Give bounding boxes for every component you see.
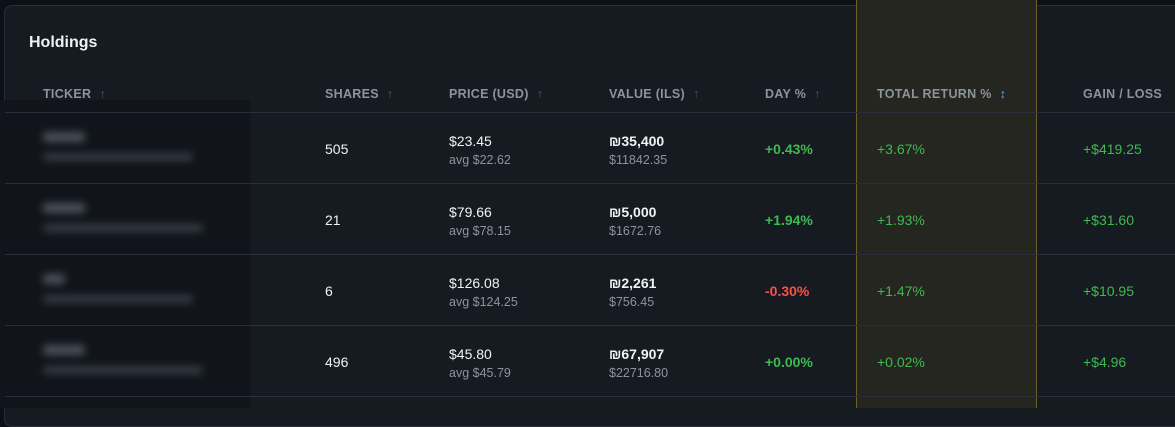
name-redacted: [43, 295, 193, 303]
value-ils: ₪35,400: [609, 133, 665, 149]
avg-price: avg $78.15: [449, 224, 511, 238]
total-return: +0.02%: [877, 354, 925, 370]
avg-price: avg $45.79: [449, 366, 511, 380]
gain-loss: +$10.95: [1083, 283, 1134, 299]
column-header[interactable]: PRICE (USD) ↑: [449, 87, 544, 101]
divider: [5, 254, 1175, 255]
ticker-redacted: [43, 274, 65, 284]
total-return: +1.47%: [877, 283, 925, 299]
name-redacted: [43, 224, 203, 232]
ticker-redacted: [43, 345, 85, 355]
avg-price: avg $22.62: [449, 153, 511, 167]
divider: [5, 183, 1175, 184]
value-ils: ₪2,261: [609, 275, 657, 291]
column-header[interactable]: TICKER ↑: [43, 87, 106, 101]
value-ils: ₪67,907: [609, 346, 665, 362]
sort-icon[interactable]: ↑: [99, 87, 106, 101]
price: $45.80: [449, 346, 492, 362]
sort-icon[interactable]: ↑: [386, 87, 394, 101]
shares: 6: [325, 283, 333, 299]
total-return: +3.67%: [877, 141, 925, 157]
column-header[interactable]: SHARES ↑: [325, 87, 394, 101]
column-header[interactable]: GAIN / LOSS: [1083, 87, 1163, 101]
price: $79.66: [449, 204, 492, 220]
divider: [5, 112, 1175, 113]
sort-icon[interactable]: ↕: [999, 87, 1007, 101]
value-usd: $22716.80: [609, 366, 669, 380]
divider: [5, 325, 1175, 326]
column-header[interactable]: DAY % ↑: [765, 87, 821, 101]
sort-icon[interactable]: ↑: [536, 87, 544, 101]
shares: 496: [325, 354, 349, 370]
column-header[interactable]: VALUE (ILS) ↑: [609, 87, 700, 101]
gain-loss: +$4.96: [1083, 354, 1127, 370]
ticker-redacted: [43, 203, 85, 213]
divider: [5, 396, 1175, 397]
sort-icon[interactable]: ↑: [814, 87, 821, 101]
name-redacted: [43, 366, 203, 374]
total-return: +1.93%: [877, 212, 925, 228]
sort-icon[interactable]: ↑: [692, 87, 700, 101]
price: $23.45: [449, 133, 492, 149]
day-change: +0.00%: [765, 354, 813, 370]
value-usd: $756.45: [609, 295, 655, 309]
gain-loss: +$419.25: [1083, 141, 1142, 157]
shares: 21: [325, 212, 341, 228]
ticker-redacted: [43, 132, 85, 142]
highlight-column: [856, 0, 1037, 408]
day-change: +0.43%: [765, 141, 813, 157]
day-change: +1.94%: [765, 212, 813, 228]
value-usd: $1672.76: [609, 224, 662, 238]
page: Holdings TICKER ↑ SHARES ↑ PRICE (USD) ↑ VALUE…: [4, 0, 1175, 427]
price: $126.08: [449, 275, 500, 291]
column-header[interactable]: TOTAL RETURN % ↕: [877, 87, 1007, 101]
value-usd: $11842.35: [609, 153, 668, 167]
shares: 505: [325, 141, 349, 157]
avg-price: avg $124.25: [449, 295, 518, 309]
title: Holdings: [29, 34, 98, 51]
name-redacted: [43, 153, 193, 161]
gain-loss: +$31.60: [1083, 212, 1134, 228]
day-change: -0.30%: [765, 283, 810, 299]
value-ils: ₪5,000: [609, 204, 657, 220]
